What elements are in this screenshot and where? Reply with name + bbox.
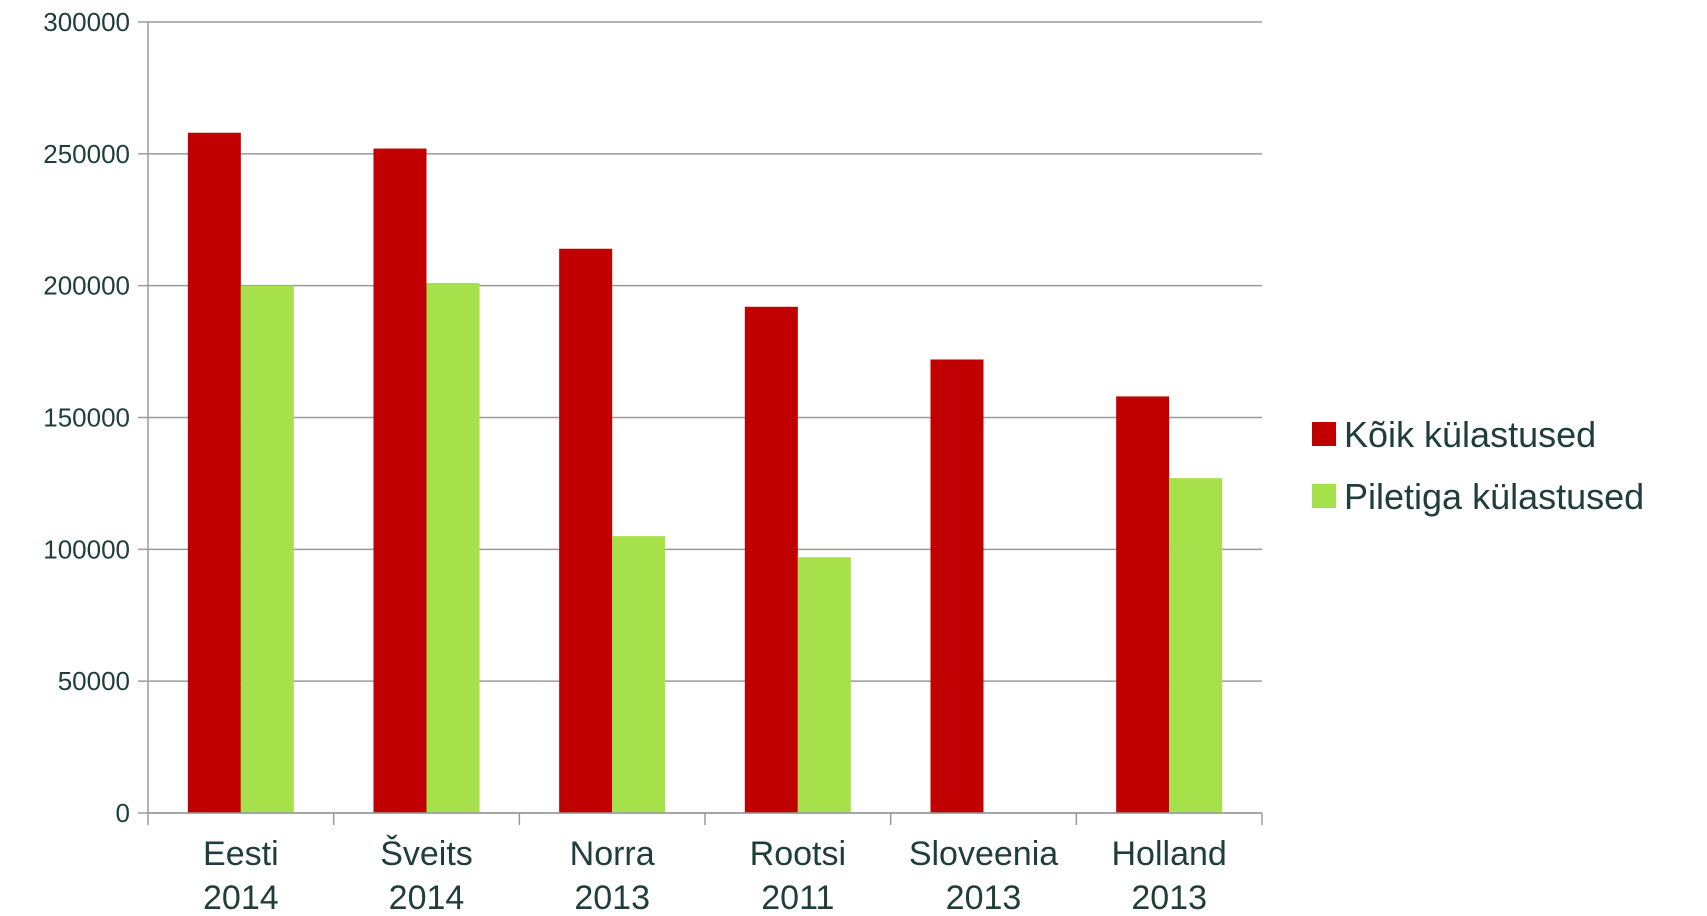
bar-koik-0 bbox=[187, 132, 241, 814]
y-tick-label: 200000 bbox=[43, 271, 130, 301]
legend-label: Kõik külastused bbox=[1344, 414, 1596, 455]
x-tick-label: Rootsi bbox=[750, 835, 846, 873]
bars bbox=[187, 132, 1223, 814]
legend-swatch bbox=[1312, 484, 1336, 508]
bar-piletiga-2 bbox=[612, 536, 666, 813]
bar-piletiga-0 bbox=[240, 285, 294, 814]
gridlines bbox=[148, 21, 1262, 814]
x-tick-label: 2013 bbox=[1131, 879, 1207, 916]
legend-swatch bbox=[1312, 422, 1336, 446]
bar-koik-5 bbox=[1116, 396, 1170, 813]
bar-piletiga-5 bbox=[1169, 478, 1223, 813]
y-axis: 0 50000 100000 150000 200000 250000 300000 bbox=[43, 7, 149, 828]
bar-koik-3 bbox=[744, 306, 798, 813]
bar-koik-2 bbox=[559, 248, 613, 814]
y-tick-label: 100000 bbox=[43, 534, 130, 564]
x-tick-label: 2013 bbox=[946, 879, 1022, 916]
y-tick-label: 0 bbox=[116, 798, 130, 828]
bar-piletiga-3 bbox=[797, 557, 851, 813]
x-tick-label: 2013 bbox=[574, 879, 650, 916]
x-tick-label: Sloveenia bbox=[909, 835, 1058, 873]
bar-koik-1 bbox=[373, 148, 427, 813]
x-tick-label: 2014 bbox=[389, 879, 465, 916]
legend: Kõik külastused Piletiga külastused bbox=[1312, 414, 1644, 517]
x-tick-label: 2014 bbox=[203, 879, 279, 916]
legend-label: Piletiga külastused bbox=[1344, 476, 1644, 517]
x-tick-label: Holland bbox=[1112, 835, 1227, 873]
y-tick-label: 300000 bbox=[43, 7, 130, 37]
y-tick-label: 250000 bbox=[43, 139, 130, 169]
x-tick-label: 2011 bbox=[761, 879, 834, 916]
x-tick-label: Norra bbox=[570, 835, 655, 873]
y-tick-label: 150000 bbox=[43, 403, 130, 433]
x-axis: Eesti 2014 Šveits 2014 Norra 2013 Rootsi 2011 Sl… bbox=[147, 812, 1263, 916]
x-tick-label: Eesti bbox=[203, 835, 279, 873]
x-tick-label: Šveits bbox=[380, 835, 473, 873]
bar-koik-4 bbox=[930, 359, 984, 813]
y-tick-label: 50000 bbox=[58, 666, 130, 696]
bar-piletiga-1 bbox=[426, 283, 480, 813]
